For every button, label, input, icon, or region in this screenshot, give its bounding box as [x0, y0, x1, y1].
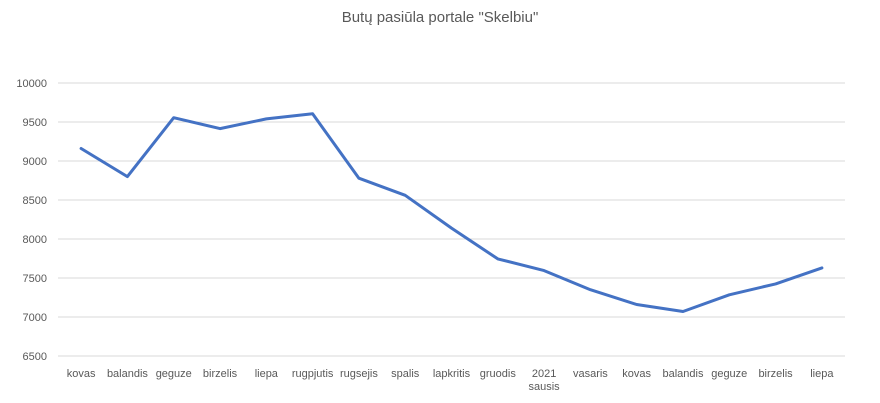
x-tick-label: birzelis: [758, 368, 793, 380]
x-tick-label: rugsejis: [340, 368, 378, 380]
x-tick-label: balandis: [107, 368, 148, 380]
x-tick-label: kovas: [67, 368, 96, 380]
x-tick-label: rugpjutis: [292, 368, 334, 380]
y-tick-label: 8500: [23, 195, 47, 207]
y-tick-label: 9500: [23, 117, 47, 129]
x-tick-label: lapkritis: [433, 368, 471, 380]
gridlines: [58, 82, 845, 357]
y-tick-label: 7000: [23, 312, 47, 324]
x-tick-label: gruodis: [480, 368, 517, 380]
y-tick-label: 10000: [16, 78, 47, 90]
chart-title: Butų pasiūla portale "Skelbiu": [342, 9, 539, 26]
x-tick-label: kovas: [622, 368, 651, 380]
x-tick-label: birzelis: [203, 368, 238, 380]
x-tick-label: spalis: [391, 368, 420, 380]
y-tick-label: 8000: [23, 234, 47, 246]
x-tick-label: geguze: [156, 368, 192, 380]
x-tick-label: liepa: [810, 368, 834, 380]
y-tick-label: 7500: [23, 273, 47, 285]
x-tick-label: 2021 sausis: [528, 368, 560, 393]
x-tick-label: balandis: [662, 368, 703, 380]
x-tick-label: liepa: [255, 368, 279, 380]
y-tick-label: 6500: [23, 351, 47, 363]
x-axis-ticks: kovas balandis geguze birzelis liepa rugpjuti…: [67, 368, 835, 393]
x-tick-label: vasaris: [573, 368, 608, 380]
y-axis-ticks: 6500 7000 7500 8000 8500 9000 9500 10000: [16, 78, 47, 363]
y-tick-label: 9000: [23, 156, 47, 168]
x-tick-label: geguze: [711, 368, 747, 380]
series-line: [79, 112, 824, 313]
